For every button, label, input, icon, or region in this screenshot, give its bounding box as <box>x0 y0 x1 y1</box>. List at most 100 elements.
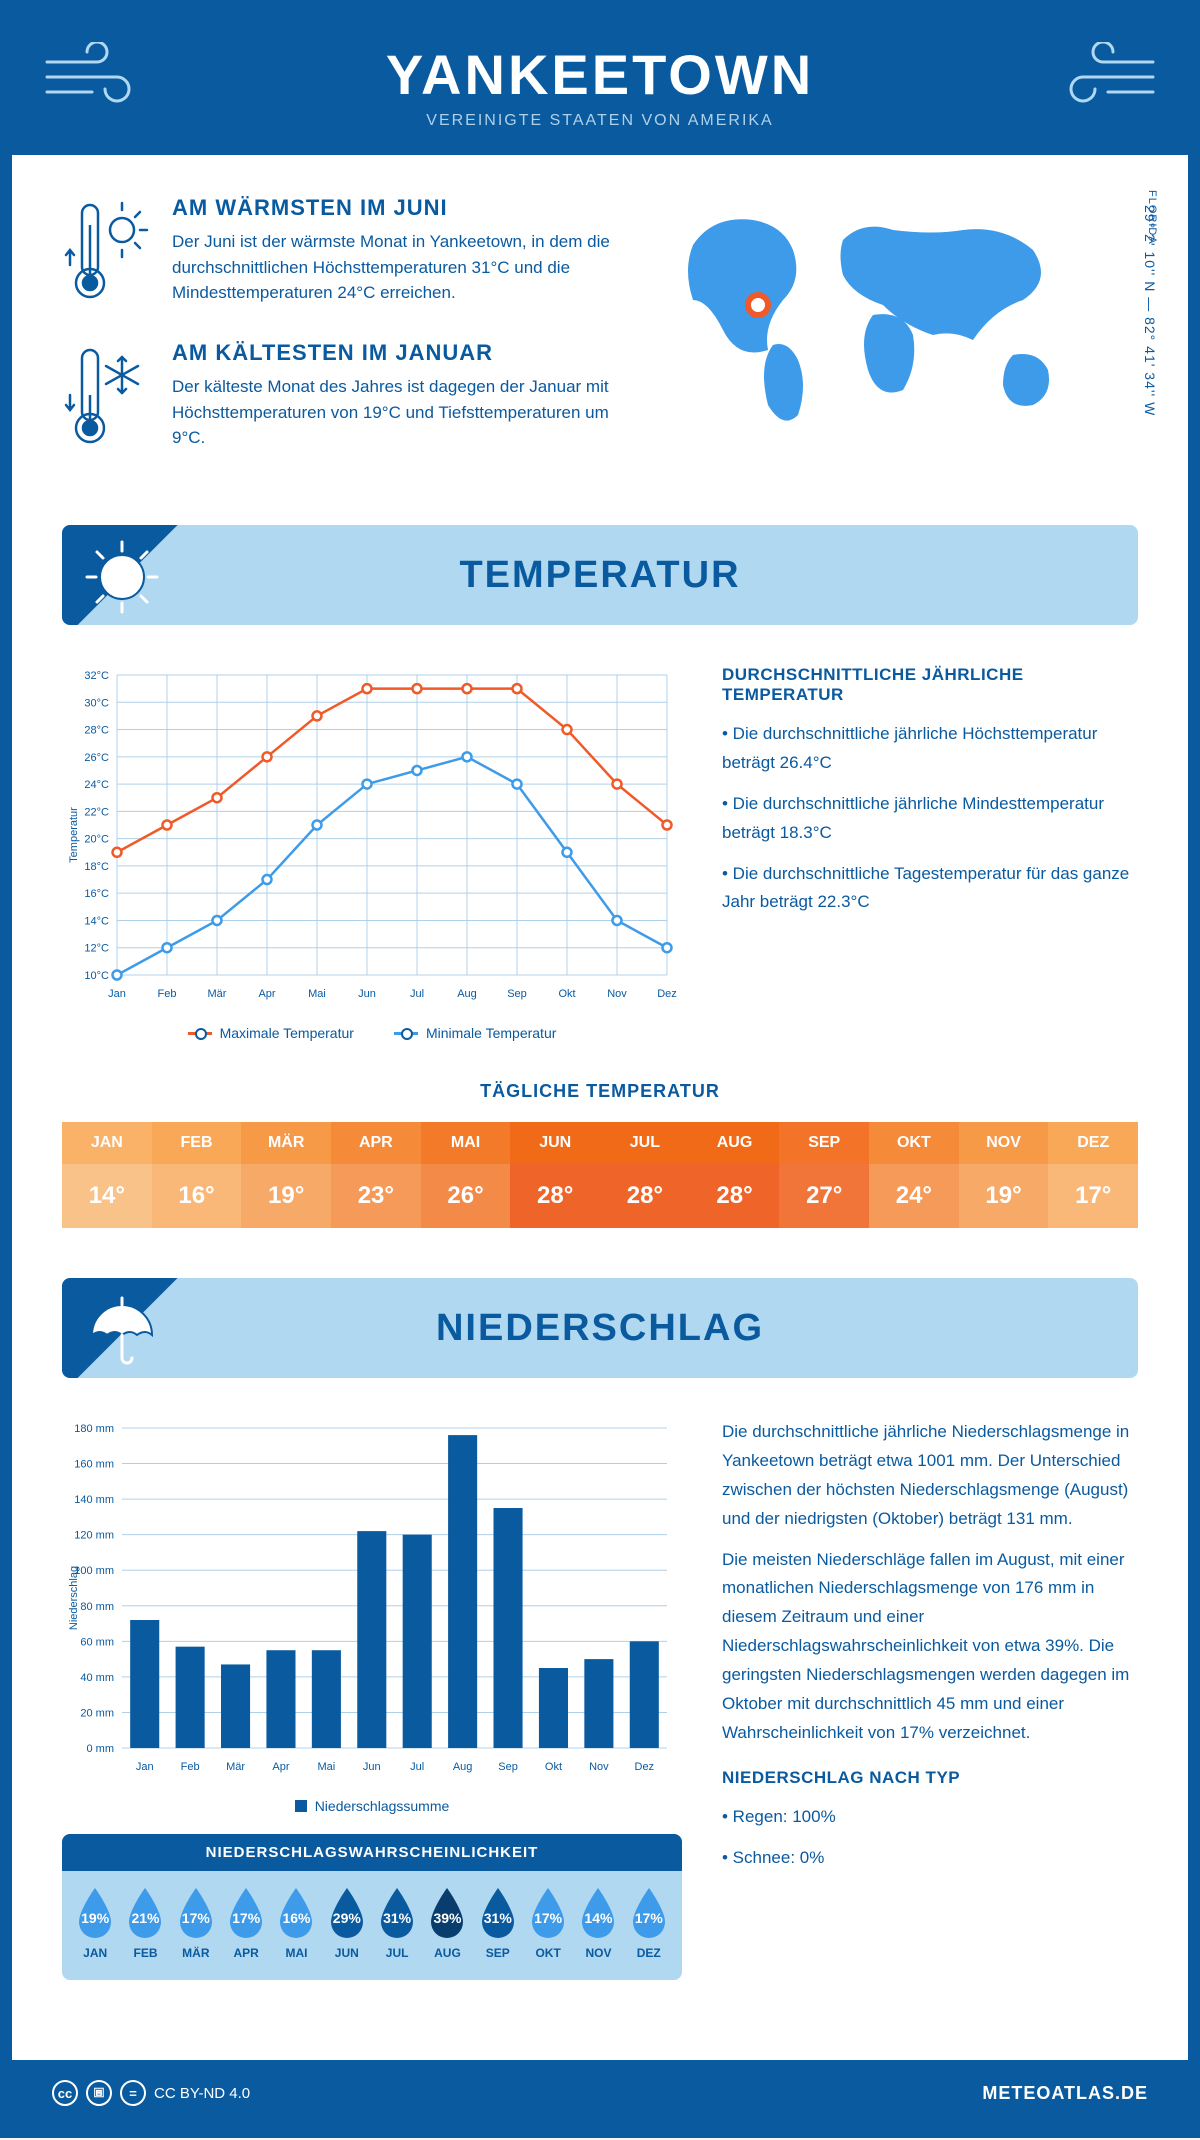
svg-text:Nov: Nov <box>607 988 627 1000</box>
precip-type-item: • Regen: 100% <box>722 1803 1138 1832</box>
svg-text:60 mm: 60 mm <box>80 1636 114 1648</box>
page-title: YANKEETOWN <box>52 42 1148 107</box>
precip-type-item: • Schnee: 0% <box>722 1844 1138 1873</box>
svg-text:12°C: 12°C <box>84 943 109 955</box>
header: YANKEETOWN VEREINIGTE STAATEN VON AMERIK… <box>12 12 1188 155</box>
world-map: FLORIDA 29° 2' 10'' N — 82° 41' 34'' W <box>663 195 1138 485</box>
by-icon: 🞖 <box>86 2080 112 2106</box>
summary-title: DURCHSCHNITTLICHE JÄHRLICHE TEMPERATUR <box>722 665 1138 705</box>
svg-text:Nov: Nov <box>589 1761 609 1773</box>
svg-text:Jul: Jul <box>410 988 424 1000</box>
svg-text:28°C: 28°C <box>84 725 109 737</box>
svg-text:Feb: Feb <box>158 988 177 1000</box>
temp-column: APR23° <box>331 1122 421 1228</box>
precipitation-bar-chart: 0 mm 20 mm 40 mm 60 mm 80 mm 100 mm 120 mm 140 … <box>62 1418 682 1980</box>
fact-title: AM KÄLTESTEN IM JANUAR <box>172 340 633 366</box>
license: cc 🞖 = CC BY-ND 4.0 <box>52 2080 250 2106</box>
precip-type-title: NIEDERSCHLAG NACH TYP <box>722 1768 1138 1788</box>
svg-text:180 mm: 180 mm <box>74 1423 114 1435</box>
warmest-fact: AM WÄRMSTEN IM JUNI Der Juni ist der wär… <box>62 195 633 310</box>
svg-text:Feb: Feb <box>181 1761 200 1773</box>
temp-column: FEB16° <box>152 1122 242 1228</box>
probability-drop: 17%APR <box>223 1886 269 1960</box>
footer: cc 🞖 = CC BY-ND 4.0 METEOATLAS.DE <box>12 2060 1188 2126</box>
probability-panel: NIEDERSCHLAGSWAHRSCHEINLICHKEIT 19%JAN21… <box>62 1834 682 1980</box>
svg-text:24°C: 24°C <box>84 779 109 791</box>
svg-text:18°C: 18°C <box>84 861 109 873</box>
temp-column: JUL28° <box>600 1122 690 1228</box>
coldest-fact: AM KÄLTESTEN IM JANUAR Der kälteste Mona… <box>62 340 633 455</box>
svg-text:20°C: 20°C <box>84 834 109 846</box>
svg-text:Temperatur: Temperatur <box>68 807 80 863</box>
svg-text:26°C: 26°C <box>84 752 109 764</box>
svg-text:120 mm: 120 mm <box>74 1530 114 1542</box>
precip-paragraph: Die durchschnittliche jährliche Niedersc… <box>722 1418 1138 1534</box>
cc-icon: cc <box>52 2080 78 2106</box>
probability-drop: 17%MÄR <box>173 1886 219 1960</box>
thermometer-cold-icon <box>62 340 152 455</box>
probability-title: NIEDERSCHLAGSWAHRSCHEINLICHKEIT <box>62 1834 682 1871</box>
svg-text:Aug: Aug <box>453 1761 473 1773</box>
coordinates: 29° 2' 10'' N — 82° 41' 34'' W <box>1142 205 1158 416</box>
section-title: NIEDERSCHLAG <box>436 1307 764 1350</box>
svg-text:Apr: Apr <box>258 988 275 1000</box>
probability-drop: 17%OKT <box>525 1886 571 1960</box>
precipitation-summary: Die durchschnittliche jährliche Niedersc… <box>722 1418 1138 1980</box>
svg-text:20 mm: 20 mm <box>80 1707 114 1719</box>
svg-text:80 mm: 80 mm <box>80 1601 114 1613</box>
brand-label: METEOATLAS.DE <box>982 2083 1148 2104</box>
wind-icon <box>1048 42 1158 117</box>
svg-text:140 mm: 140 mm <box>74 1494 114 1506</box>
svg-text:14°C: 14°C <box>84 915 109 927</box>
probability-drop: 16%MAI <box>273 1886 319 1960</box>
summary-bullet: • Die durchschnittliche jährliche Höchst… <box>722 720 1138 778</box>
svg-text:32°C: 32°C <box>84 670 109 682</box>
svg-text:100 mm: 100 mm <box>74 1565 114 1577</box>
probability-drop: 19%JAN <box>72 1886 118 1960</box>
svg-text:Mär: Mär <box>208 988 227 1000</box>
svg-text:40 mm: 40 mm <box>80 1672 114 1684</box>
svg-text:Jul: Jul <box>410 1761 424 1773</box>
probability-drop: 31%JUL <box>374 1886 420 1960</box>
svg-text:16°C: 16°C <box>84 888 109 900</box>
temperature-line-chart: 10°C 12°C 14°C 16°C 18°C 20°C 22°C 24°C 26°C 28°C… <box>62 665 682 1041</box>
probability-drop: 14%NOV <box>575 1886 621 1960</box>
thermometer-hot-icon <box>62 195 152 310</box>
svg-text:Mär: Mär <box>226 1761 245 1773</box>
temperature-summary: DURCHSCHNITTLICHE JÄHRLICHE TEMPERATUR •… <box>722 665 1138 1041</box>
temp-column: NOV19° <box>959 1122 1049 1228</box>
license-text: CC BY-ND 4.0 <box>154 2085 250 2102</box>
temp-column: MÄR19° <box>241 1122 331 1228</box>
svg-text:Jan: Jan <box>136 1761 154 1773</box>
fact-title: AM WÄRMSTEN IM JUNI <box>172 195 633 221</box>
daily-temp-title: TÄGLICHE TEMPERATUR <box>62 1081 1138 1102</box>
svg-text:Jun: Jun <box>358 988 376 1000</box>
svg-text:Niederschlag: Niederschlag <box>68 1566 80 1630</box>
svg-text:Dez: Dez <box>657 988 677 1000</box>
svg-text:Mai: Mai <box>318 1761 336 1773</box>
temp-column: DEZ17° <box>1048 1122 1138 1228</box>
svg-text:Sep: Sep <box>507 988 527 1000</box>
svg-text:Aug: Aug <box>457 988 477 1000</box>
probability-drop: 29%JUN <box>324 1886 370 1960</box>
svg-text:Okt: Okt <box>558 988 575 1000</box>
precip-paragraph: Die meisten Niederschläge fallen im Augu… <box>722 1546 1138 1748</box>
temp-column: JAN14° <box>62 1122 152 1228</box>
probability-drop: 17%DEZ <box>626 1886 672 1960</box>
nd-icon: = <box>120 2080 146 2106</box>
probability-drop: 21%FEB <box>122 1886 168 1960</box>
fact-text: Der kälteste Monat des Jahres ist dagege… <box>172 374 633 451</box>
svg-text:Mai: Mai <box>308 988 326 1000</box>
temp-column: AUG28° <box>690 1122 780 1228</box>
svg-text:22°C: 22°C <box>84 806 109 818</box>
svg-text:0 mm: 0 mm <box>87 1743 115 1755</box>
summary-bullet: • Die durchschnittliche jährliche Mindes… <box>722 790 1138 848</box>
svg-text:30°C: 30°C <box>84 697 109 709</box>
svg-text:10°C: 10°C <box>84 970 109 982</box>
svg-text:Dez: Dez <box>635 1761 655 1773</box>
umbrella-icon <box>82 1290 162 1375</box>
svg-text:Apr: Apr <box>272 1761 289 1773</box>
intro-section: AM WÄRMSTEN IM JUNI Der Juni ist der wär… <box>62 195 1138 485</box>
page-subtitle: VEREINIGTE STAATEN VON AMERIKA <box>52 112 1148 130</box>
chart-legend: Maximale Temperatur Minimale Temperatur <box>62 1025 682 1041</box>
